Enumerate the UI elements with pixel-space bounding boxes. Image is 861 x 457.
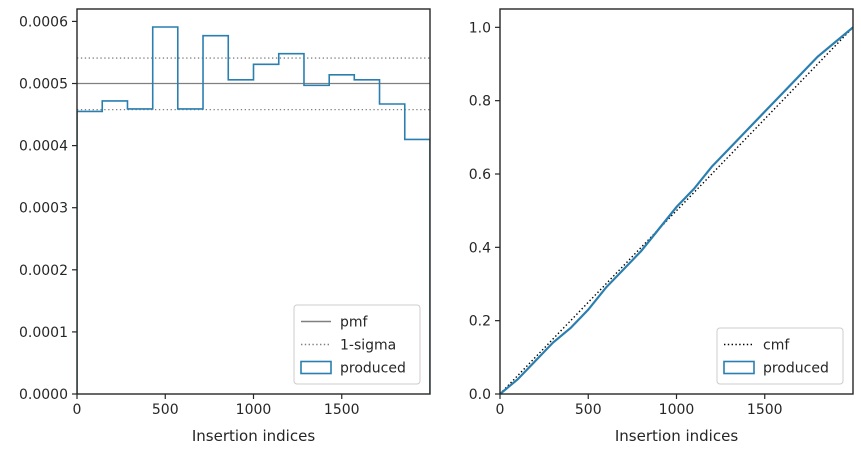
histogram-bin xyxy=(203,36,228,394)
histogram-bin xyxy=(153,27,178,394)
chart-panel-2: 0 500 1000 1500 0.0 0.2 0.4 0.6 0.8 1.0 Insertion … xyxy=(469,9,853,445)
histogram-bin xyxy=(228,80,253,394)
x-tick-label: 500 xyxy=(152,402,179,418)
x-tick-label: 1000 xyxy=(236,402,272,418)
histogram-bin xyxy=(254,64,279,394)
y-tick-label: 1.0 xyxy=(469,20,491,36)
y-tick-label: 0.0006 xyxy=(19,14,68,30)
x-axis-label: Insertion indices xyxy=(192,427,315,445)
legend-label-1-sigma: 1-sigma xyxy=(340,338,396,354)
y-tick-label: 0.0000 xyxy=(19,387,68,403)
x-tick-label: 1000 xyxy=(659,402,695,418)
histogram-bin xyxy=(178,109,203,394)
y-tick-label: 0.4 xyxy=(469,240,491,256)
y-tick-label: 0.0004 xyxy=(19,139,68,155)
x-axis-label: Insertion indices xyxy=(615,427,738,445)
legend-label-produced: produced xyxy=(340,361,406,377)
x-tick-label: 500 xyxy=(575,402,602,418)
y-tick-label: 0.0003 xyxy=(19,201,68,217)
y-tick-label: 0.0002 xyxy=(19,263,68,279)
y-tick-label: 0.0 xyxy=(469,387,491,403)
legend-label-pmf: pmf xyxy=(340,315,369,331)
x-tick-label: 1500 xyxy=(747,402,783,418)
legend: pmf 1-sigma produced xyxy=(294,305,420,384)
histogram-bin xyxy=(127,109,152,394)
y-tick-label: 0.0005 xyxy=(19,77,68,93)
x-tick-label: 0 xyxy=(496,402,505,418)
y-tick-label: 0.8 xyxy=(469,94,491,110)
x-tick-label: 0 xyxy=(73,402,82,418)
y-tick-label: 0.0001 xyxy=(19,325,68,341)
legend-label-cmf: cmf xyxy=(763,338,790,354)
legend-label-produced: produced xyxy=(763,361,829,377)
y-tick-label: 0.6 xyxy=(469,167,491,183)
legend: cmf produced xyxy=(717,328,843,384)
y-tick-label: 0.2 xyxy=(469,314,491,330)
chart-panel-1: 0 500 1000 1500 0.0000 0.0001 0.0002 0.0003 0.00… xyxy=(19,9,430,445)
histogram-bin xyxy=(102,101,127,394)
x-tick-label: 1500 xyxy=(324,402,360,418)
histogram-bin xyxy=(77,111,102,394)
